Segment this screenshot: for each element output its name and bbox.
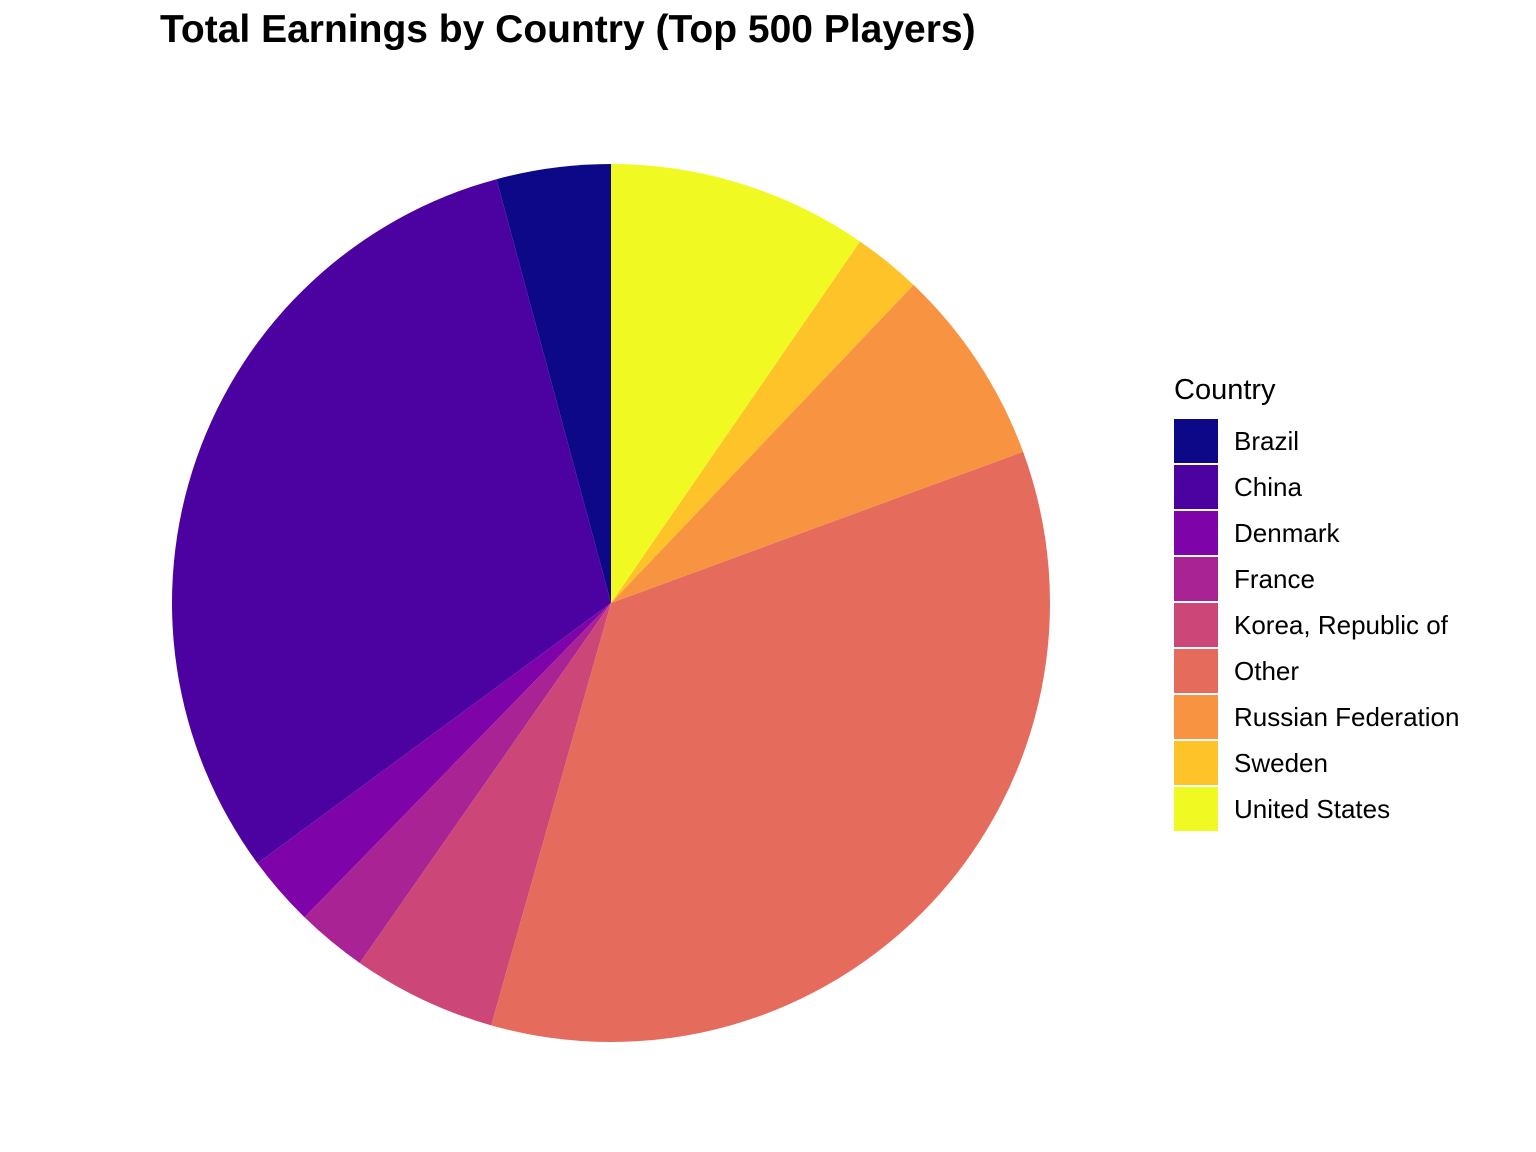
legend-swatch-china (1174, 465, 1218, 509)
pie-slice-china (172, 179, 612, 864)
pie-slice-denmark (257, 603, 611, 918)
legend-swatch-united-states (1174, 787, 1218, 831)
legend-swatch-russian-federation (1174, 695, 1218, 739)
pie-slice-other (491, 451, 1050, 1042)
legend-label-denmark: Denmark (1234, 517, 1340, 548)
legend-swatch-denmark (1174, 511, 1218, 555)
legend-swatch-brazil (1174, 419, 1218, 463)
legend-swatch-france (1174, 557, 1218, 601)
legend-swatch-korea-republic-of (1174, 603, 1218, 647)
pie-slice-brazil (496, 164, 611, 603)
legend-item-sweden: Sweden (1174, 740, 1459, 786)
legend-swatch-other (1174, 649, 1218, 693)
legend-item-france: France (1174, 556, 1459, 602)
legend-label-brazil: Brazil (1234, 425, 1300, 456)
legend-swatch-sweden (1174, 741, 1218, 785)
legend-item-russian-federation: Russian Federation (1174, 694, 1459, 740)
pie-slice-sweden (611, 241, 914, 603)
legend-title: Country (1174, 374, 1276, 406)
legend-item-denmark: Denmark (1174, 510, 1459, 556)
legend-label-france: France (1234, 563, 1315, 594)
pie-slice-russian-federation (611, 284, 1024, 603)
pie-slices (172, 164, 1050, 1042)
pie-slice-france (304, 603, 611, 963)
legend: Country Brazil China Denmark France Korea, R… (1174, 372, 1459, 832)
legend-item-brazil: Brazil (1174, 418, 1459, 464)
legend-item-united-states: United States (1174, 786, 1459, 832)
legend-label-china: China (1234, 471, 1302, 502)
pie-slice-united-states (611, 164, 861, 603)
legend-label-korea-republic-of: Korea, Republic of (1234, 609, 1448, 640)
legend-label-united-states: United States (1234, 793, 1391, 824)
legend-label-sweden: Sweden (1234, 747, 1328, 778)
legend-items: Brazil China Denmark France Korea, Republic … (1174, 418, 1459, 832)
chart-title: Total Earnings by Country (Top 500 Playe… (160, 8, 976, 51)
legend-item-korea-republic-of: Korea, Republic of (1174, 602, 1459, 648)
legend-label-russian-federation: Russian Federation (1234, 701, 1460, 732)
legend-item-other: Other (1174, 648, 1459, 694)
pie-slice-korea-republic-of (359, 603, 611, 1026)
legend-item-china: China (1174, 464, 1459, 510)
legend-label-other: Other (1234, 655, 1300, 686)
